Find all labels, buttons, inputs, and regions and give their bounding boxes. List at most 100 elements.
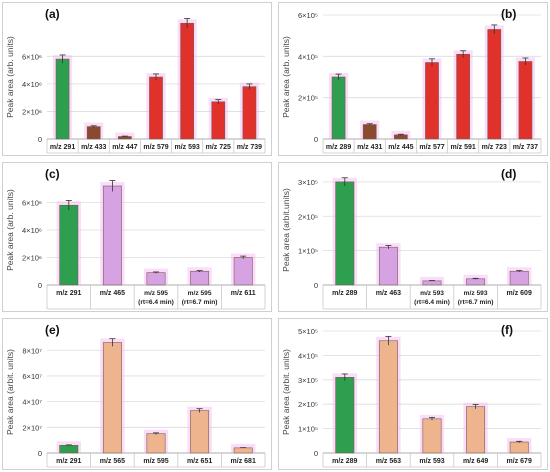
chart-svg-b: Peak area (arb. units) 0 2×10⁵ 4×10⁵ 6×10⁵ m/… xyxy=(281,11,542,154)
bar xyxy=(149,76,163,140)
panel-label: (e) xyxy=(45,323,60,337)
y-tick-label: 4×10⁷ xyxy=(22,398,42,407)
y-axis-title: Peak area (arb. units) xyxy=(5,189,15,271)
x-tick-label: m/z 595 xyxy=(188,290,212,297)
x-tick-label: m/z 465 xyxy=(100,290,125,297)
x-tick-label: m/z 289 xyxy=(332,458,357,465)
bar xyxy=(180,22,194,140)
y-tick-label: 4×10⁶ xyxy=(22,226,42,235)
x-tick-label: m/z 291 xyxy=(56,458,81,465)
bar xyxy=(509,270,529,286)
x-tick-label: m/z 725 xyxy=(206,144,231,151)
y-tick-label: 0 xyxy=(38,135,42,144)
x-tick-label: m/z 433 xyxy=(81,144,106,151)
x-tick-label: m/z 649 xyxy=(463,458,488,465)
bar xyxy=(362,124,377,140)
bar xyxy=(422,280,442,286)
chart-panel-c: Peak area (arb. units) 0 2×10⁶ 4×10⁶ 6×10⁶ m/… xyxy=(2,162,272,312)
chart-svg-f: Peak area (arbit. units) 0 1×10⁵ 2×10⁵ 3×10⁵… xyxy=(281,327,542,468)
bar xyxy=(102,185,122,286)
y-tick-label: 0 xyxy=(314,449,318,458)
bar xyxy=(59,204,79,286)
bar xyxy=(86,126,101,140)
chart-panel-a: Peak area (arb. units) 0 2×10⁶ 4×10⁶ 6×10⁶ m/… xyxy=(2,2,272,156)
x-tick-label: m/z 679 xyxy=(507,458,532,465)
x-tick-label: m/z 577 xyxy=(419,144,444,151)
bar xyxy=(422,418,442,454)
y-tick-label: 6×10⁷ xyxy=(22,372,42,381)
y-axis-title: Peak area (arbit. units) xyxy=(281,349,291,435)
bar xyxy=(146,272,166,286)
y-tick-label: 4×10⁵ xyxy=(298,351,318,360)
bar xyxy=(59,444,79,454)
x-tick-label: m/z 591 xyxy=(450,144,475,151)
x-tick-label: m/z 609 xyxy=(507,290,532,297)
y-tick-label: 6×10⁵ xyxy=(298,11,318,20)
bar xyxy=(55,58,70,140)
x-tick-label: m/z 463 xyxy=(376,290,401,297)
bar xyxy=(509,441,529,454)
x-tick-label: m/z 595 xyxy=(143,458,168,465)
x-tick-label: m/z 595 xyxy=(144,290,168,297)
y-tick-label: 0 xyxy=(314,281,318,290)
y-tick-label: 3×10⁵ xyxy=(298,178,318,187)
x-tick-label: m/z 737 xyxy=(513,144,538,151)
x-tick-label: m/z 289 xyxy=(332,290,357,297)
x-tick-label: m/z 565 xyxy=(100,458,125,465)
y-axis-title: Peak area (arb. units) xyxy=(281,36,291,118)
chart-panel-e: Peak area (arbit. units) 0 2×10⁷ 4×10⁷ 6×10⁷… xyxy=(2,318,272,470)
panel-label: (f) xyxy=(501,323,513,337)
y-tick-label: 2×10⁷ xyxy=(22,423,42,432)
bar xyxy=(190,410,210,454)
y-tick-label: 2×10⁵ xyxy=(298,94,318,103)
bar xyxy=(335,181,355,286)
chart-panel-b: Peak area (arb. units) 0 2×10⁵ 4×10⁵ 6×10⁵ m/… xyxy=(278,2,548,156)
x-tick-label: m/z 723 xyxy=(482,144,507,151)
bar xyxy=(456,53,470,140)
bar xyxy=(190,270,210,286)
y-tick-label: 0 xyxy=(38,281,42,290)
bar xyxy=(378,246,398,286)
y-tick-label: 2×10⁶ xyxy=(22,107,42,116)
x-tick-label: m/z 289 xyxy=(326,144,351,151)
y-tick-label: 2×10⁵ xyxy=(298,400,318,409)
x-tick-label: m/z 579 xyxy=(143,144,168,151)
bar xyxy=(233,257,253,286)
y-axis-title: Peak area (arbit. units) xyxy=(5,349,15,435)
y-tick-label: 4×10⁶ xyxy=(22,80,42,89)
bar xyxy=(331,76,346,140)
bar xyxy=(425,62,439,140)
y-tick-label: 1×10⁵ xyxy=(298,425,318,434)
x-tick-label: m/z 611 xyxy=(231,290,256,297)
y-tick-label: 5×10⁵ xyxy=(298,327,318,336)
x-tick-label: m/z 681 xyxy=(231,458,256,465)
bar xyxy=(466,406,486,454)
chart-svg-e: Peak area (arbit. units) 0 2×10⁷ 4×10⁷ 6×10⁷… xyxy=(5,338,266,468)
y-tick-label: 6×10⁶ xyxy=(22,52,42,61)
y-tick-label: 0 xyxy=(38,449,42,458)
x-tick-label: m/z 563 xyxy=(376,458,401,465)
x-tick-label: (rt=6.4 min) xyxy=(414,299,450,306)
panel-label: (d) xyxy=(501,167,517,181)
bar xyxy=(102,342,122,454)
chart-panel-f: Peak area (arbit. units) 0 1×10⁵ 2×10⁵ 3×10⁵… xyxy=(278,318,548,470)
x-tick-label: (rt=6.7 min) xyxy=(458,299,494,306)
x-tick-label: m/z 651 xyxy=(187,458,212,465)
y-tick-label: 3×10⁵ xyxy=(298,376,318,385)
x-tick-label: m/z 447 xyxy=(112,144,137,151)
chart-svg-c: Peak area (arb. units) 0 2×10⁶ 4×10⁶ 6×10⁶ m/… xyxy=(5,180,266,310)
y-tick-label: 2×10⁵ xyxy=(298,212,318,221)
panel-label: (b) xyxy=(501,7,517,21)
chart-svg-a: Peak area (arb. units) 0 2×10⁶ 4×10⁶ 6×10⁶ m/… xyxy=(5,18,266,154)
y-axis-title: Peak area (arbit.units) xyxy=(281,188,291,272)
x-tick-label: m/z 445 xyxy=(388,144,413,151)
x-tick-label: m/z 431 xyxy=(357,144,382,151)
y-axis-title: Peak area (arb. units) xyxy=(5,36,15,118)
bar xyxy=(211,101,226,140)
bar xyxy=(487,29,502,140)
x-tick-label: m/z 291 xyxy=(56,290,81,297)
x-tick-label: m/z 593 xyxy=(464,290,488,297)
bar xyxy=(518,61,533,140)
y-tick-label: 0 xyxy=(314,135,318,144)
x-tick-label: m/z 593 xyxy=(419,458,444,465)
